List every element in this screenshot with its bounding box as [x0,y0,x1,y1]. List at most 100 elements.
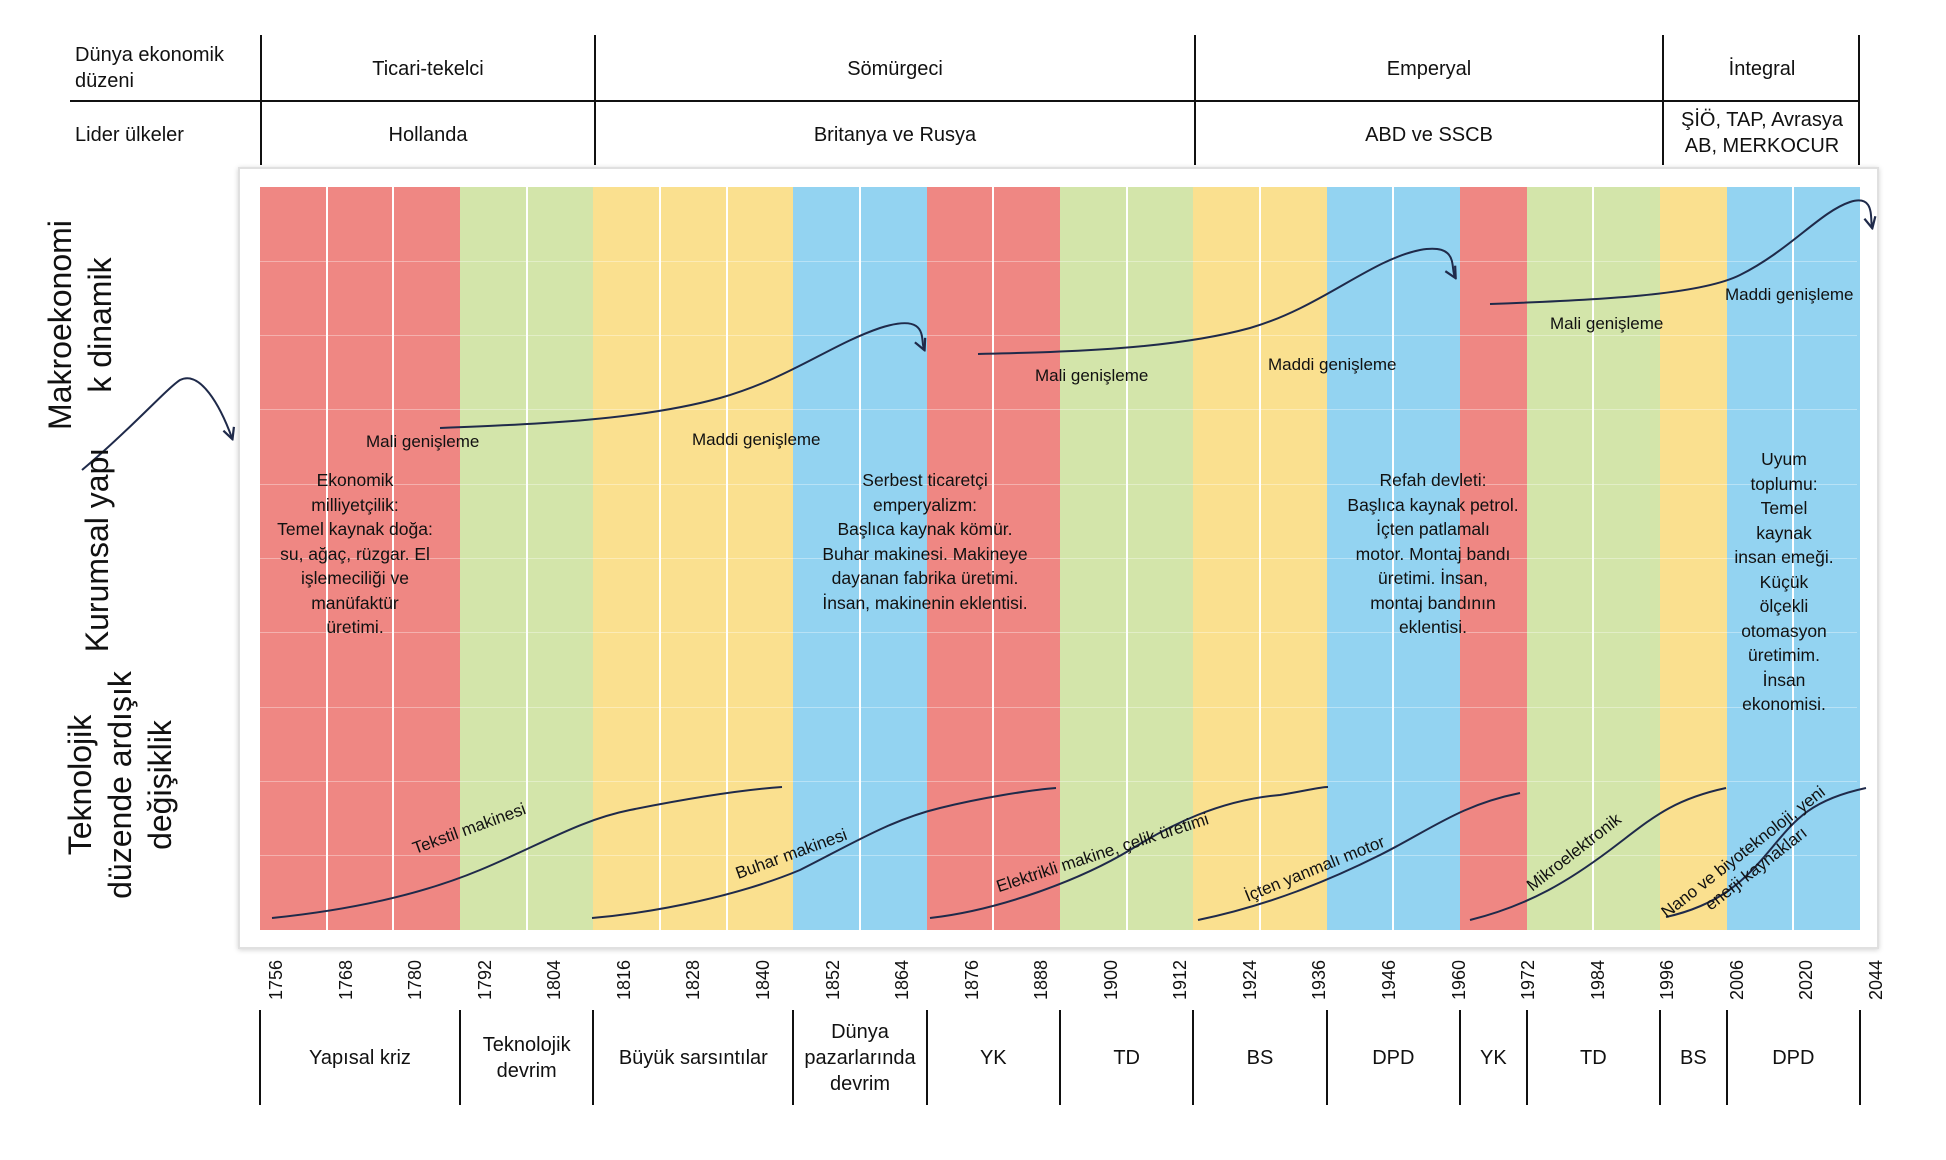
year-label: 1912 [1170,959,1191,1000]
leader-integral-blocs: ŞİÖ, TAP, Avrasya AB, MERKOCUR [1681,109,1843,157]
year-label: 1780 [405,959,426,1000]
year-label: 1924 [1239,959,1260,1000]
year-label: 1792 [474,959,495,1000]
year-label: 1936 [1309,959,1330,1000]
macro-label: Mali genişleme [1550,314,1664,333]
grid-line [260,558,1857,559]
band-subdivider [992,187,995,930]
phase-label: YK [979,1046,1007,1069]
grid-line [260,409,1857,410]
tech-curve-2 [591,787,1057,919]
year-label: 2044 [1866,959,1886,1000]
phase-divider [1525,1010,1528,1105]
year-label: 1768 [335,959,356,1000]
band-subdivider [525,187,528,930]
phase-divider [925,1010,928,1105]
institutional-text-2: Serbest ticaretçi emperyalizm: Başlıca k… [822,470,1028,613]
band-subdivider [1392,187,1395,930]
phase-divider [1059,1010,1061,1105]
order-imperial: Emperyal [1386,58,1472,80]
macro-curve-1 [439,322,924,429]
year-label: 1960 [1448,959,1469,1000]
phase-divider [1659,1010,1661,1105]
year-label: 1876 [961,959,982,1000]
axis-title-institutional: Kurumsal yapı [79,447,115,653]
phase-divider [792,1010,795,1105]
band-red [260,187,460,930]
macro-curve-3 [1489,199,1872,305]
macro-label: Maddi genişleme [1725,285,1854,304]
year-label: 1816 [613,959,634,1000]
phase-divider [1325,1010,1328,1105]
phase-label: DPD [1372,1046,1415,1069]
year-label: 1900 [1100,959,1121,1000]
band-red [1460,187,1527,930]
tech-curve-6 [1665,787,1867,918]
phase-divider [1192,1010,1195,1105]
phase-label: Teknolojik devrim [482,1033,571,1082]
phase-divider [1859,1010,1861,1105]
band-subdivider [392,187,395,930]
phase-divider [1725,1010,1728,1105]
year-label: 1828 [683,959,704,1000]
tech-curve-1 [271,786,783,919]
band-subdivider [1259,187,1261,930]
row-label-economic-order: Dünya ekonomik düzeni [75,44,224,92]
band-subdivider [859,187,861,930]
macro-label: Mali genişleme [366,432,480,451]
band-subdivider [659,187,661,930]
leader-usa-ussr: ABD ve SSCB [1365,124,1493,146]
year-label: 1840 [752,959,773,1000]
year-label: 1756 [266,959,286,1000]
phase-label: DPD [1772,1046,1815,1069]
year-label: 1864 [892,959,913,1000]
header-row-divider [70,100,1860,102]
institutional-text-3: Refah devleti: Başlıca kaynak petrol. İç… [1347,470,1519,637]
leader-britain-russia: Britanya ve Rusya [813,124,977,146]
tech-curve-5 [1469,787,1727,921]
year-label: 1888 [1031,959,1052,1000]
macro-label: Maddi genişleme [692,430,821,449]
phase-label: TD [1579,1046,1607,1069]
phase-divider [459,1010,461,1105]
year-label: 1946 [1379,959,1400,1000]
band-yellow [593,187,794,930]
grid-line [260,484,1857,485]
year-label: 1996 [1657,959,1678,1000]
grid-line [260,261,1857,262]
phase-divider [592,1010,595,1105]
macro-label: Mali genişleme [1035,366,1149,385]
year-label: 1972 [1518,959,1539,1000]
band-subdivider [1592,187,1595,930]
row-label-leader-countries: Lider ülkeler [75,124,184,146]
year-label: 1984 [1587,959,1608,1000]
phase-divider [1459,1010,1461,1105]
institutional-text-1: Ekonomik milliyetçilik: Temel kaynak doğ… [277,470,433,637]
year-label: 1804 [544,959,565,1000]
axis-title-technological: Teknolojik düzende ardışık değişiklik [62,671,178,899]
grid-line [260,855,1857,856]
phase-label: TD [1113,1046,1140,1069]
phase-label: Dünya pazarlarında devrim [804,1020,916,1095]
band-subdivider [325,187,328,930]
order-integral: İntegral [1728,58,1796,80]
phase-label: Büyük sarsıntılar [618,1046,768,1069]
macro-label: Maddi genişleme [1268,355,1397,374]
grid-line [260,335,1857,336]
grid-line [260,632,1857,633]
phase-label: BS [1679,1046,1707,1069]
order-trade-monopoly: Ticari-tekelci [372,58,484,80]
chart-frame [238,167,1879,949]
band-subdivider [1792,187,1795,930]
axis-title-macro: Makroekonomi k dinamik [42,220,118,430]
phase-label: YK [1479,1046,1507,1069]
year-label: 1852 [822,959,843,1000]
year-label: 2006 [1726,959,1747,1000]
phase-divider [259,1010,261,1105]
phase-label: Yapısal kriz [309,1046,411,1069]
phase-label: BS [1246,1046,1274,1069]
entry-arrow [81,377,232,471]
order-colonial: Sömürgeci [847,58,943,80]
